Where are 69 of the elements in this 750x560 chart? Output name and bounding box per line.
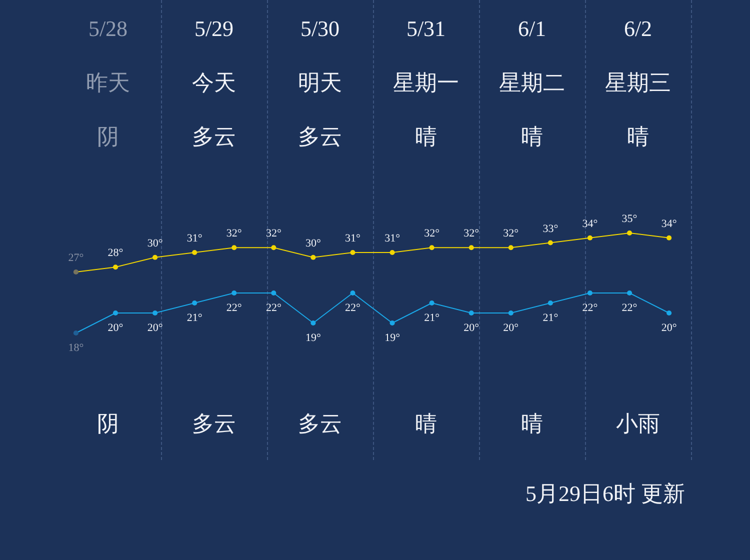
point: [112, 264, 118, 270]
point: [390, 320, 395, 326]
data-label: 22°: [622, 302, 638, 314]
text: 多云: [297, 124, 343, 150]
point: [626, 290, 632, 296]
data-label: 35°: [622, 213, 638, 225]
data-label: 31°: [186, 232, 202, 244]
point: [350, 250, 356, 256]
point: [192, 250, 198, 256]
point: [666, 235, 672, 240]
data-label: 31°: [384, 232, 400, 244]
data-label: 22°: [266, 302, 282, 314]
data-label: 20°: [503, 322, 519, 334]
point: [548, 300, 553, 306]
text: 5/30: [299, 16, 341, 42]
point: [548, 240, 553, 246]
data-label: 22°: [345, 302, 360, 314]
point: [468, 310, 474, 316]
data-label: 18°: [68, 342, 84, 354]
text: 5月29日6时 更新: [526, 480, 685, 508]
data-label: 20°: [661, 322, 677, 334]
data-label: 20°: [147, 322, 163, 334]
point: [73, 269, 79, 275]
data-label: 21°: [186, 312, 202, 324]
data-label: 21°: [542, 312, 558, 324]
data-label: 22°: [582, 302, 598, 314]
text: 多云: [297, 411, 343, 437]
data-label: 21°: [424, 312, 440, 324]
data-label: 32°: [464, 228, 480, 240]
data-label: 31°: [345, 232, 360, 244]
point: [587, 235, 593, 240]
point: [390, 250, 395, 256]
point: [73, 330, 79, 336]
data-label: 33°: [542, 222, 558, 235]
data-label: 32°: [226, 228, 242, 240]
point: [508, 245, 514, 250]
point: [232, 290, 237, 296]
point: [192, 300, 198, 306]
point: [112, 310, 118, 316]
point: [152, 254, 158, 260]
data-label: 30°: [305, 237, 321, 250]
point: [429, 300, 434, 306]
data-label: 28°: [108, 247, 124, 260]
data-label: 34°: [582, 218, 598, 230]
data-label: 19°: [384, 332, 400, 344]
point: [626, 230, 632, 236]
point: [587, 290, 593, 296]
text: 明天: [297, 70, 343, 96]
data-label: 22°: [226, 302, 242, 314]
point: [232, 245, 237, 250]
point: [429, 245, 434, 250]
point: [310, 254, 316, 260]
point: [271, 290, 276, 296]
point: [310, 320, 316, 326]
data-label: 20°: [108, 322, 124, 334]
data-label: 20°: [464, 322, 480, 334]
data-label: 30°: [147, 237, 163, 250]
point: [152, 310, 158, 316]
data-label: 32°: [266, 228, 282, 240]
point: [271, 245, 276, 250]
data-label: 27°: [68, 252, 84, 264]
point: [468, 245, 474, 250]
data-label: 34°: [661, 218, 677, 230]
point: [666, 310, 672, 316]
data-label: 19°: [305, 332, 321, 344]
point: [508, 310, 514, 316]
point: [350, 290, 356, 296]
data-label: 32°: [424, 228, 440, 240]
data-label: 32°: [503, 228, 519, 240]
